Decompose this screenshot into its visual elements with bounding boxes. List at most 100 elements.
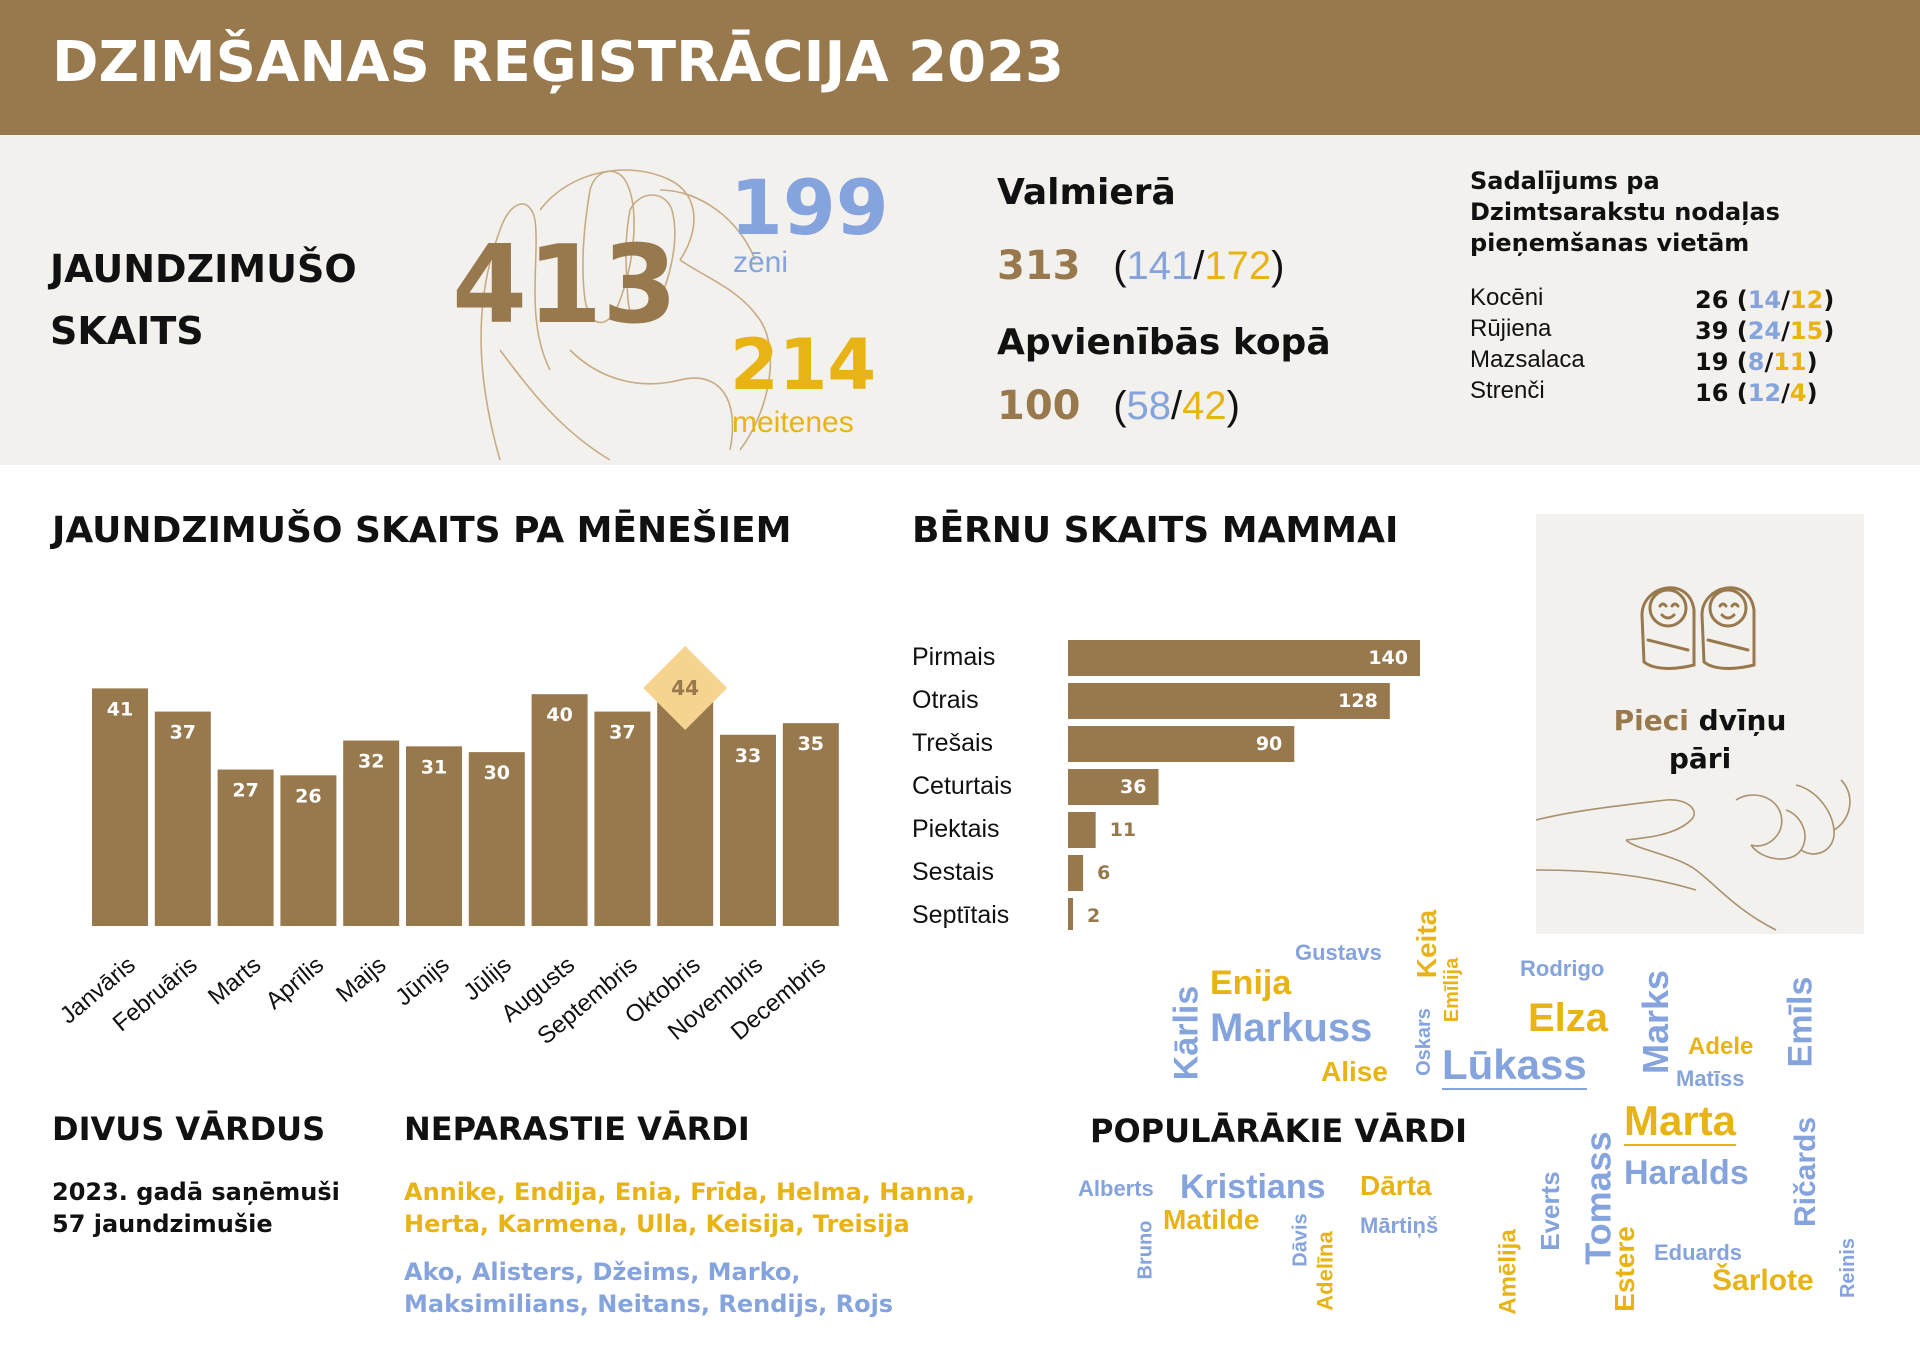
twins-word1: Pieci <box>1613 704 1689 737</box>
mother-value-label: 6 <box>1097 862 1110 884</box>
name-word: Mārtiņš <box>1360 1213 1439 1238</box>
month-bar-highlight <box>643 646 728 730</box>
two-names-title: DIVUS VĀRDUS <box>52 1110 326 1148</box>
location-value: 16 (12/4) <box>1695 379 1818 407</box>
name-word: Matilde <box>1163 1204 1260 1235</box>
name-word: Estere <box>1608 1226 1640 1312</box>
name-word: Alise <box>1321 1056 1388 1087</box>
unusual-girls-line2: Herta, Karmena, Ulla, Keisija, Treisija <box>404 1210 910 1238</box>
valmiera-total: 313 <box>997 243 1081 289</box>
combined-close: ) <box>1226 384 1240 428</box>
name-word: Haralds <box>1624 1154 1749 1192</box>
locations-title-line2: Dzimtsarakstu nodaļas <box>1470 198 1780 226</box>
name-word: Rodrigo <box>1520 956 1605 981</box>
monthly-chart-title: JAUNDZIMUŠO SKAITS PA MĒNEŠIEM <box>52 510 792 551</box>
combined-title: Apvienībās kopā <box>997 322 1331 363</box>
mother-category-label: Septītais <box>912 901 1010 929</box>
mother-bar <box>1068 726 1295 762</box>
month-bar <box>594 711 651 926</box>
name-word: Matīss <box>1676 1066 1745 1091</box>
name-word: Emīls <box>1781 976 1820 1068</box>
mother-category-label: Trešais <box>912 729 994 757</box>
name-word: Marks <box>1635 969 1677 1075</box>
stats-band <box>0 135 1920 465</box>
name-word: Bruno <box>1134 1220 1157 1280</box>
month-value-label: 37 <box>609 722 635 744</box>
twins-panel <box>1536 514 1864 934</box>
combined-slash: / <box>1171 384 1183 428</box>
name-word: Lūkass <box>1442 1041 1587 1090</box>
name-word: Marta <box>1624 1097 1737 1146</box>
combined-boys: 58 <box>1126 384 1172 428</box>
name-word: Emīlija <box>1441 957 1464 1023</box>
mother-value-label: 11 <box>1110 819 1136 841</box>
twin-babies-icon <box>1640 586 1756 670</box>
location-boys: 8 <box>1747 348 1765 376</box>
name-word: Eduards <box>1654 1240 1743 1265</box>
girls-count: 214 <box>730 324 877 406</box>
location-total: 19 <box>1695 348 1729 376</box>
month-value-label: 32 <box>358 751 384 773</box>
name-word: Adelīna <box>1312 1231 1338 1311</box>
month-value-label: 27 <box>232 780 258 802</box>
newborns-label-line2: SKAITS <box>50 309 204 353</box>
name-word: Amēlija <box>1494 1229 1522 1315</box>
locations-title-line1: Sadalījums pa <box>1470 167 1660 195</box>
name-word: Dāvis <box>1289 1213 1312 1267</box>
mother-category-label: Pirmais <box>912 643 996 671</box>
name-word: Everts <box>1534 1171 1565 1251</box>
page-title: DZIMŠANAS REĢISTRĀCIJA 2023 <box>52 30 1064 95</box>
location-boys: 12 <box>1747 379 1782 407</box>
month-value-label: 40 <box>546 704 572 726</box>
combined-open: ( <box>1113 384 1127 428</box>
month-bar <box>154 711 211 926</box>
location-total: 39 <box>1695 317 1729 345</box>
month-axis-label: Maijs <box>331 951 392 1008</box>
month-value-label: 30 <box>484 762 510 784</box>
name-word: Šarlote <box>1712 1264 1814 1297</box>
hands-illustration <box>480 169 772 461</box>
month-bar <box>657 691 714 926</box>
location-boys: 24 <box>1747 317 1782 345</box>
month-value-label: 31 <box>421 756 447 778</box>
twins-word3: pāri <box>1668 742 1732 775</box>
month-bar <box>217 769 274 926</box>
mother-value-label: 36 <box>1120 776 1146 798</box>
month-axis-label: Jūnijs <box>389 951 455 1012</box>
name-word: Ričards <box>1789 1116 1823 1228</box>
month-value-label: 26 <box>295 785 321 807</box>
locations-table: Kocēni 26 (14/12) Rūjiena 39 (24/15) Maz… <box>1470 284 1890 414</box>
newborns-label: JAUNDZIMUŠO SKAITS <box>50 238 357 362</box>
popular-names-title: POPULĀRĀKIE VĀRDI <box>1090 1112 1467 1150</box>
name-word: Enija <box>1210 964 1292 1002</box>
valmiera-girls: 172 <box>1204 244 1272 288</box>
month-bar <box>782 723 839 926</box>
location-total: 26 <box>1695 286 1729 314</box>
locations-title-line3: pieņemšanas vietām <box>1470 229 1750 257</box>
girls-label: meitenes <box>732 406 854 439</box>
location-name: Kocēni <box>1470 284 1544 311</box>
location-girls: 15 <box>1789 317 1824 345</box>
locations-title: Sadalījums pa Dzimtsarakstu nodaļas pieņ… <box>1470 166 1780 259</box>
unusual-boys-line2: Maksimilians, Neitans, Rendijs, Rojs <box>404 1290 894 1318</box>
location-name: Mazsalaca <box>1470 346 1585 373</box>
location-total: 16 <box>1695 379 1729 407</box>
month-bar <box>531 694 588 926</box>
month-value-label: 41 <box>107 698 133 720</box>
mother-value-label: 140 <box>1368 647 1408 669</box>
month-axis-label: Marts <box>202 951 266 1011</box>
unusual-boy-names: Ako, Alisters, Džeims, Marko, Maksimilia… <box>404 1256 893 1320</box>
name-word: Adele <box>1688 1033 1754 1060</box>
two-names-line2: 57 jaundzimušie <box>52 1210 273 1238</box>
header-bar <box>0 0 1920 135</box>
valmiera-boys: 141 <box>1126 244 1194 288</box>
location-girls: 11 <box>1773 348 1807 376</box>
month-value-label: 33 <box>735 745 761 767</box>
combined-girls: 42 <box>1182 384 1227 428</box>
location-value: 19 (8/11) <box>1695 348 1818 376</box>
location-name: Strenči <box>1470 377 1545 404</box>
mother-category-label: Otrais <box>912 686 979 714</box>
month-bar <box>468 752 525 926</box>
mother-bar <box>1068 855 1084 891</box>
name-word: Markuss <box>1210 1006 1373 1050</box>
